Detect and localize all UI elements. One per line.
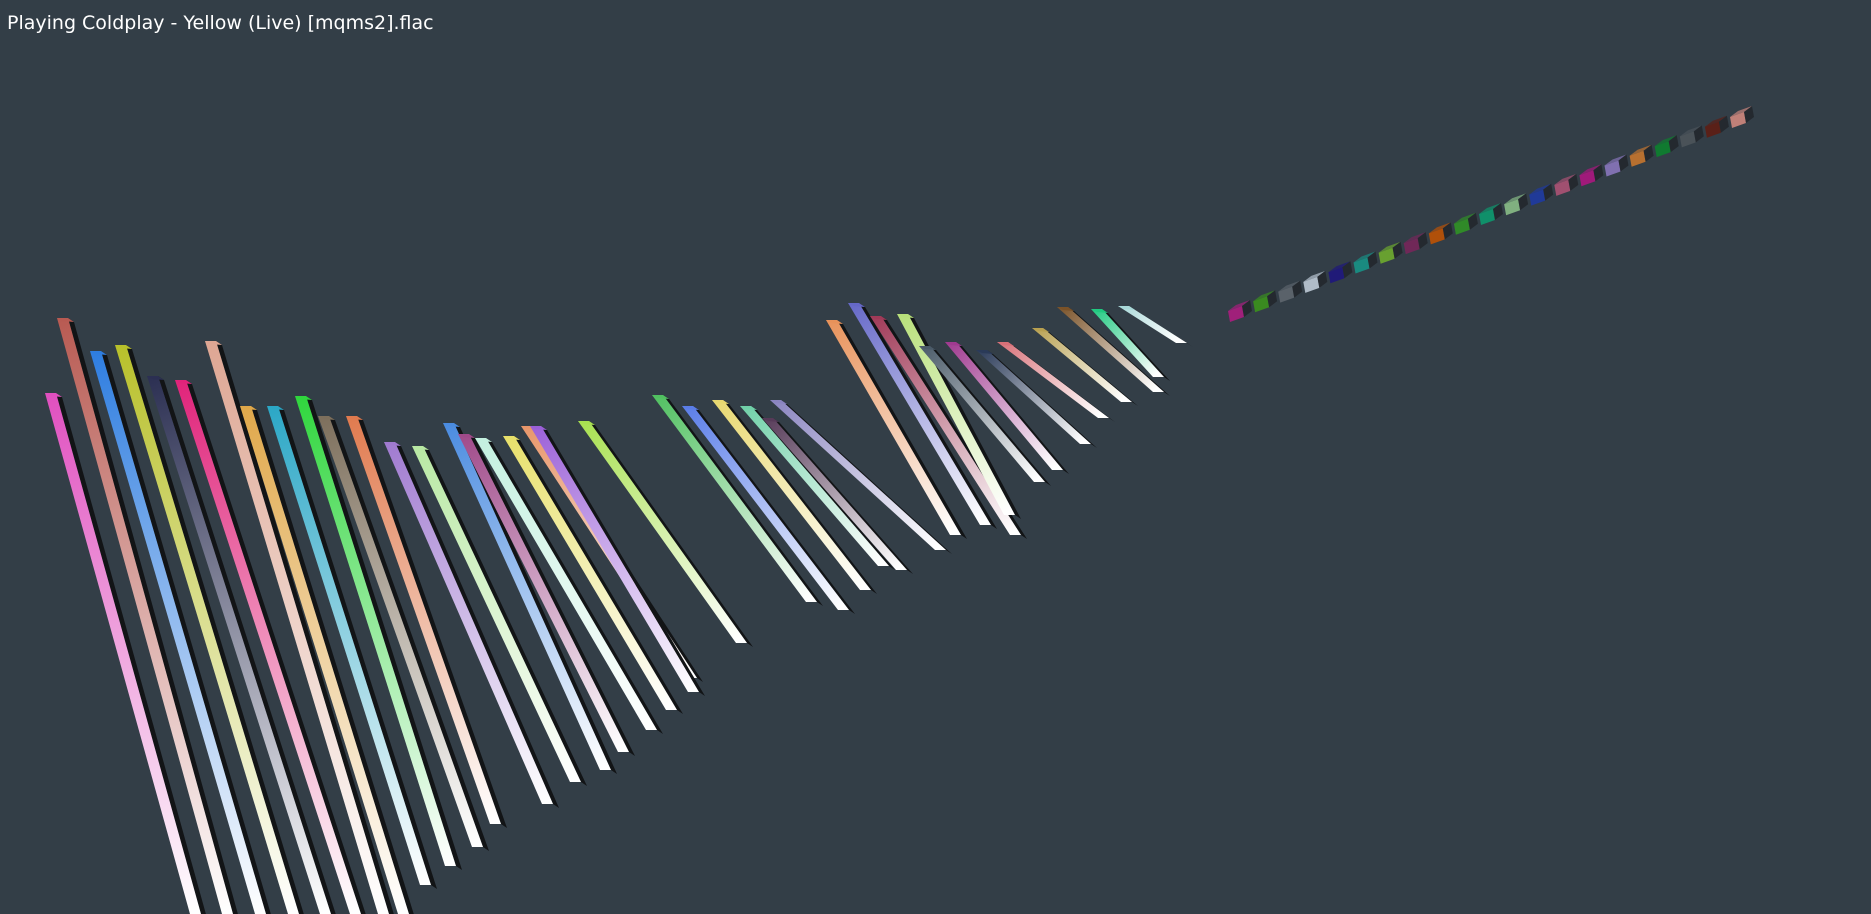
spectrum-bar [45,393,206,914]
spectrum-bar [578,421,753,647]
spectrum-bar [652,395,823,606]
spectrum-block [1629,144,1654,167]
spectrum-bar [740,406,895,570]
spectrum-bar [1091,309,1170,381]
spectrum-block [1579,164,1604,187]
spectrum-block [1704,115,1729,138]
spectrum-bar [295,396,462,870]
spectrum-bar [240,406,414,914]
spectrum-bar [147,376,336,914]
spectrum-block [1479,203,1503,225]
spectrum-block [1278,280,1303,303]
spectrum-block [1554,173,1579,196]
spectrum-bar [384,442,559,808]
spectrum-bar [503,436,683,714]
spectrum-block [1403,232,1428,255]
spectrum-bar [682,406,855,614]
spectrum-block [1303,270,1328,293]
spectrum-bar [475,438,663,734]
spectrum-block [1453,212,1478,235]
spectrum-bar [976,350,1097,448]
spectrum-bar [530,426,705,696]
spectrum-block [1529,183,1554,206]
spectrum-block [1428,222,1453,245]
spectrum-bar [458,434,635,756]
spectrum-bar [1118,306,1193,347]
spectrum-bar [90,351,271,914]
spectrum-bar [997,342,1115,422]
spectrum-bar [770,400,952,554]
now-playing-status: Playing Coldplay - Yellow (Live) [mqms2]… [7,12,434,34]
spectrum-bar [443,423,617,774]
spectrum-bar [1032,328,1138,406]
spectrum-block [1228,300,1252,322]
spectrum-block [1328,261,1353,284]
spectrum-bar [712,400,877,594]
spectrum-bar [762,418,913,574]
spectrum-block [1679,125,1704,148]
spectrum-bar [115,345,304,914]
spectrum-bars [45,303,1193,914]
spectrum-bar [318,416,489,851]
spectrum-bar [945,342,1069,474]
spectrum-bar [412,446,587,786]
spectrum-block [1654,135,1679,158]
spectrum-bar [205,341,394,914]
spectrum-bar [57,318,238,914]
spectrum-block [1604,154,1629,177]
spectrum-block [1353,251,1378,274]
spectrum-block [1504,193,1529,216]
spectrum-bar [919,346,1051,486]
spectrum-bar [175,380,366,914]
spectrum-bar [267,406,437,889]
spectrum-block [1378,241,1403,264]
spectrum-bar [848,303,997,529]
spectrum-bar [346,416,507,828]
spectrum-bar [826,320,967,539]
spectrum-block [1730,106,1754,128]
spectrum-block [1253,290,1278,313]
spectrum-bar [1057,307,1170,396]
